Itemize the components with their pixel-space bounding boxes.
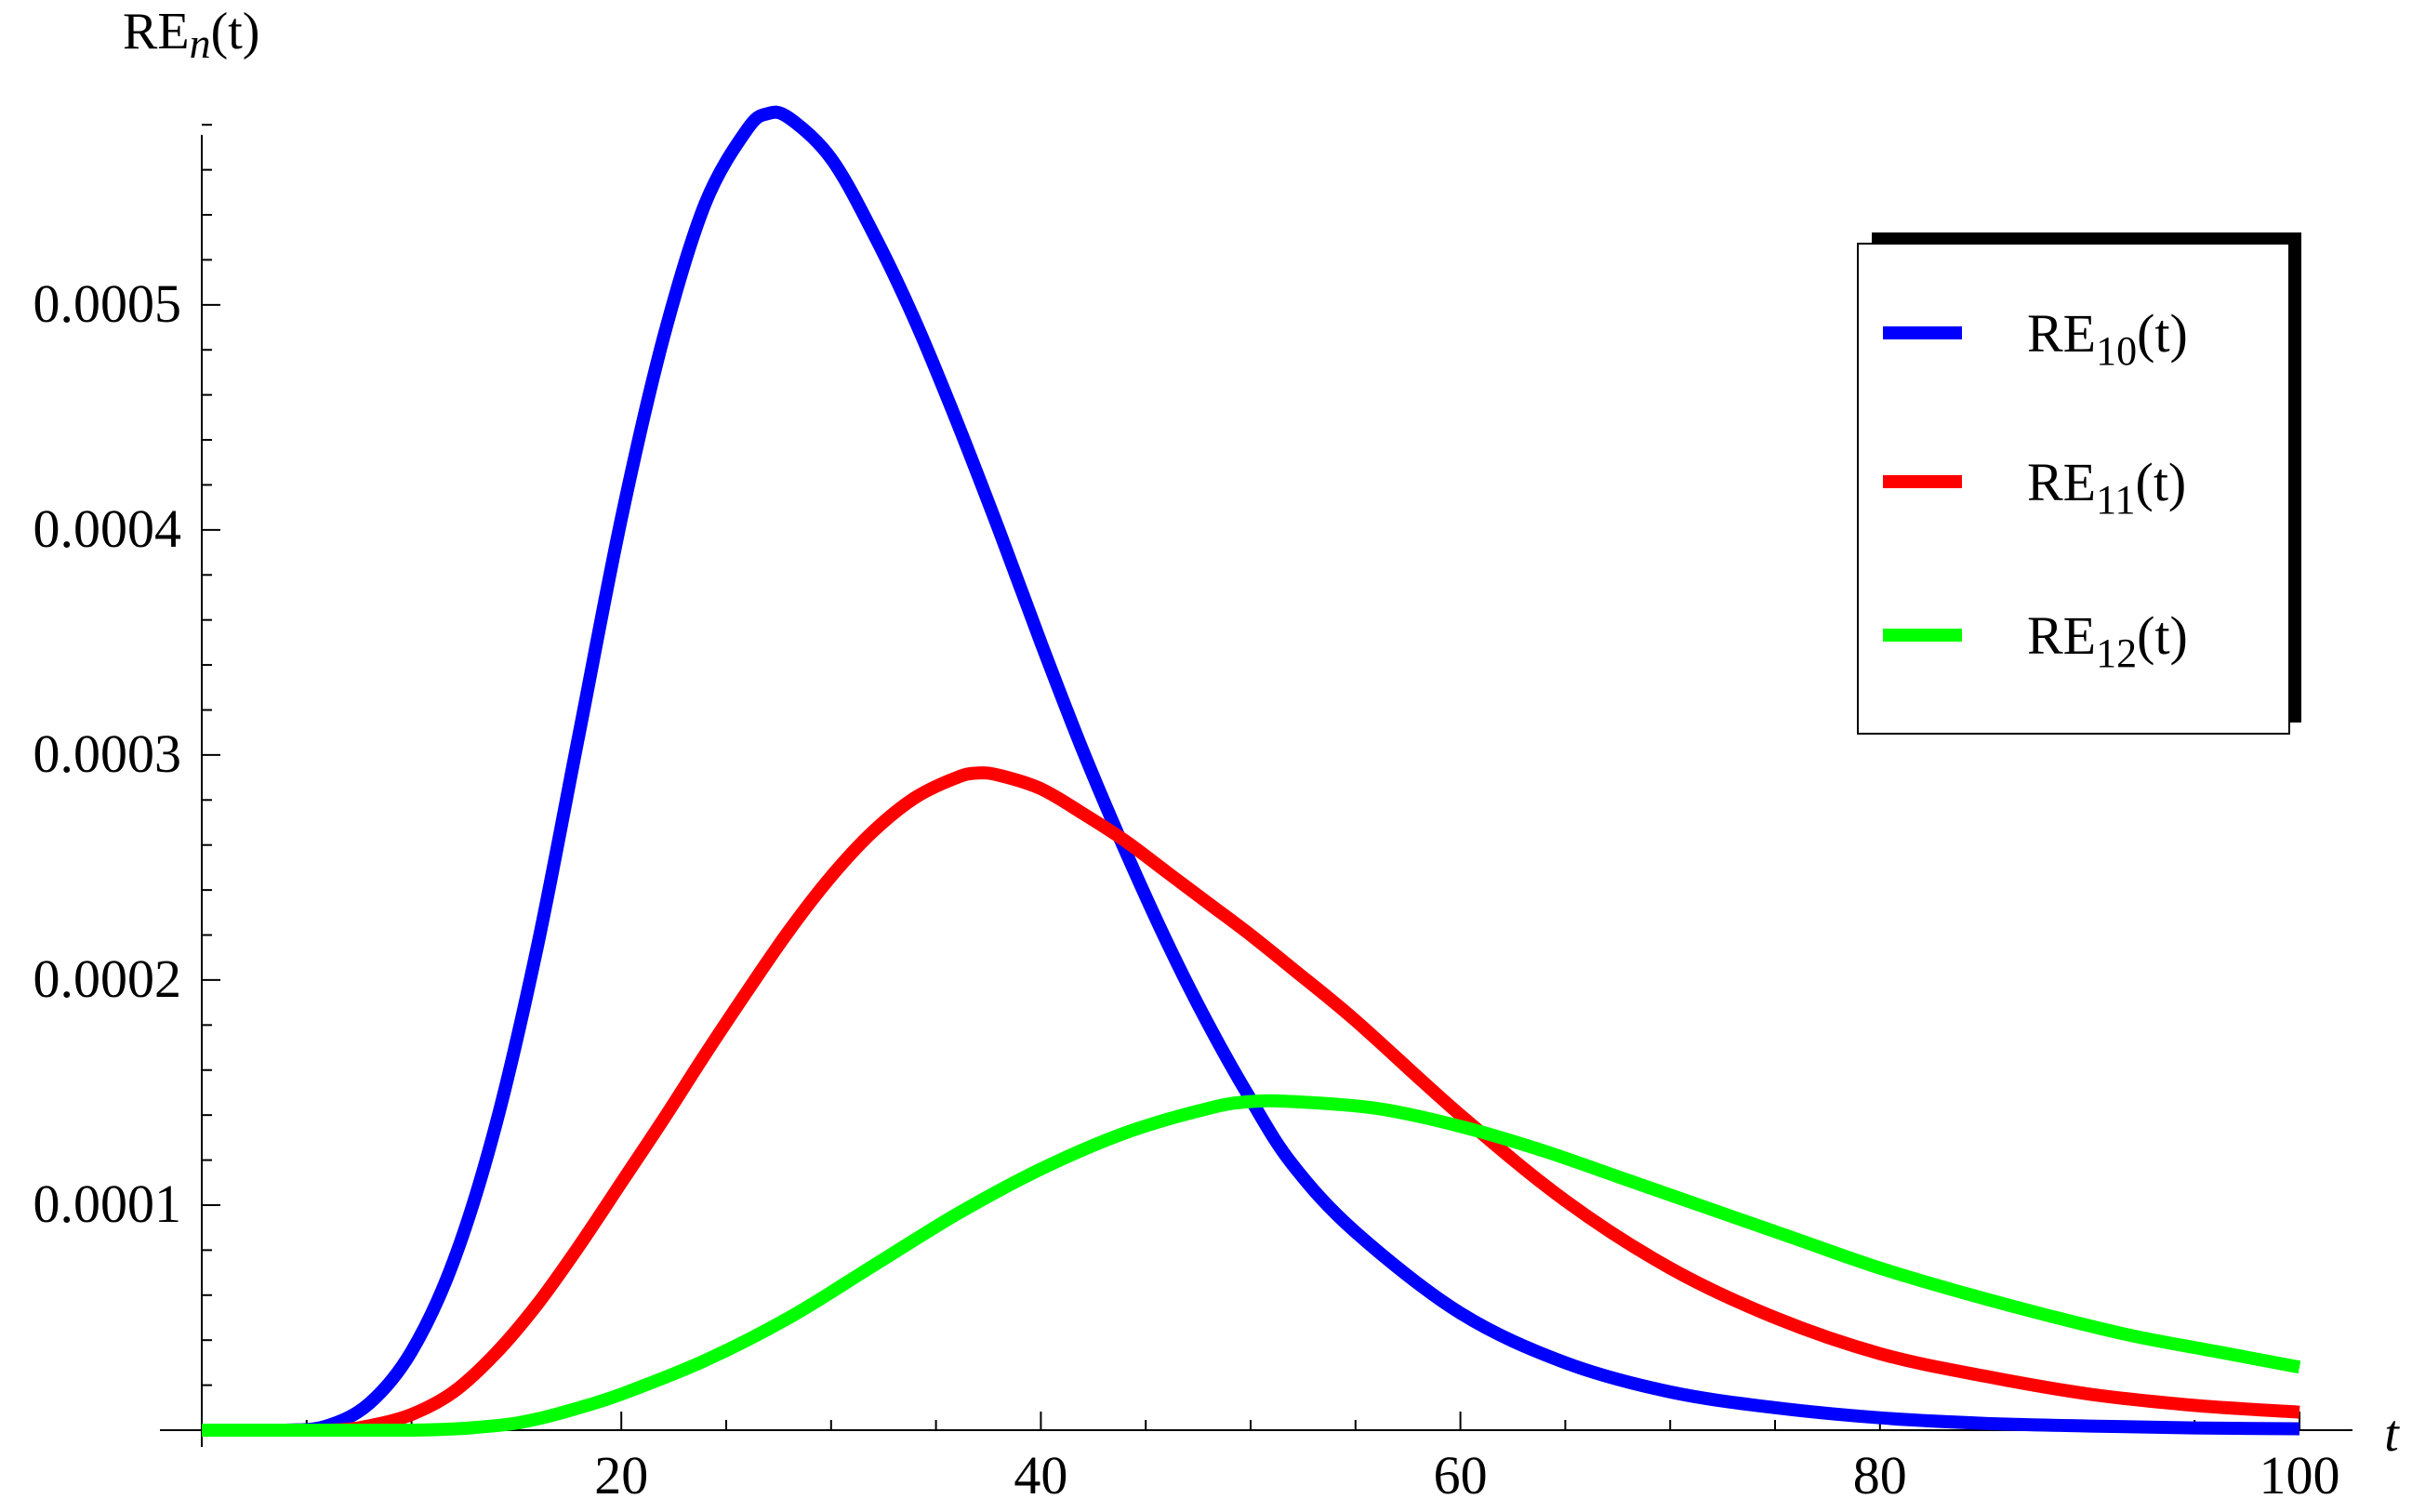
legend-items: RE10(t) RE11(t) RE12(t) [1883,303,2188,676]
x-tick-label: 20 [594,1445,648,1505]
legend-label: RE12(t) [2027,605,2188,676]
y-tick-label: 0.0003 [33,723,182,784]
legend-item-12: RE12(t) [1883,605,2188,676]
y-tick-label: 0.0001 [33,1174,182,1234]
legend-item-10: RE10(t) [1883,303,2188,374]
x-axis-title: t [2384,1405,2400,1463]
legend-item-11: RE11(t) [1883,452,2186,523]
series-line-12 [201,1094,2301,1438]
y-axis-title-main: RE [123,3,190,60]
x-ticks: 20 40 60 80 100 [305,1412,2340,1505]
y-tick-label: 0.0004 [33,498,182,559]
y-ticks: 0.0001 0.0002 0.0003 0.0004 0.0005 [33,124,220,1386]
axes: 20 40 60 80 100 0.00010.00020.00030.00040.00… [33,124,2352,1505]
x-tick-label: 80 [1853,1445,1907,1505]
series-line-10 [201,105,2300,1438]
y-tick-label: 0.0002 [33,948,182,1009]
legend: RE10(t) RE11(t) RE12(t) [1857,232,2301,735]
x-tick-label: 100 [2260,1445,2340,1505]
y-axis-title-suffix: (t) [211,3,260,60]
y-axis-title-subscript: n [190,20,211,67]
legend-label: RE10(t) [2027,303,2188,374]
x-tick-label: 60 [1434,1445,1488,1505]
y-axis-title: REn(t) [123,3,259,67]
y-tick-label: 0.0005 [33,273,182,334]
legend-label: RE11(t) [2027,452,2186,523]
series-line-11 [201,766,2300,1438]
series-lines [201,105,2301,1438]
x-tick-label: 40 [1014,1445,1067,1505]
legend-box [1857,243,2290,735]
